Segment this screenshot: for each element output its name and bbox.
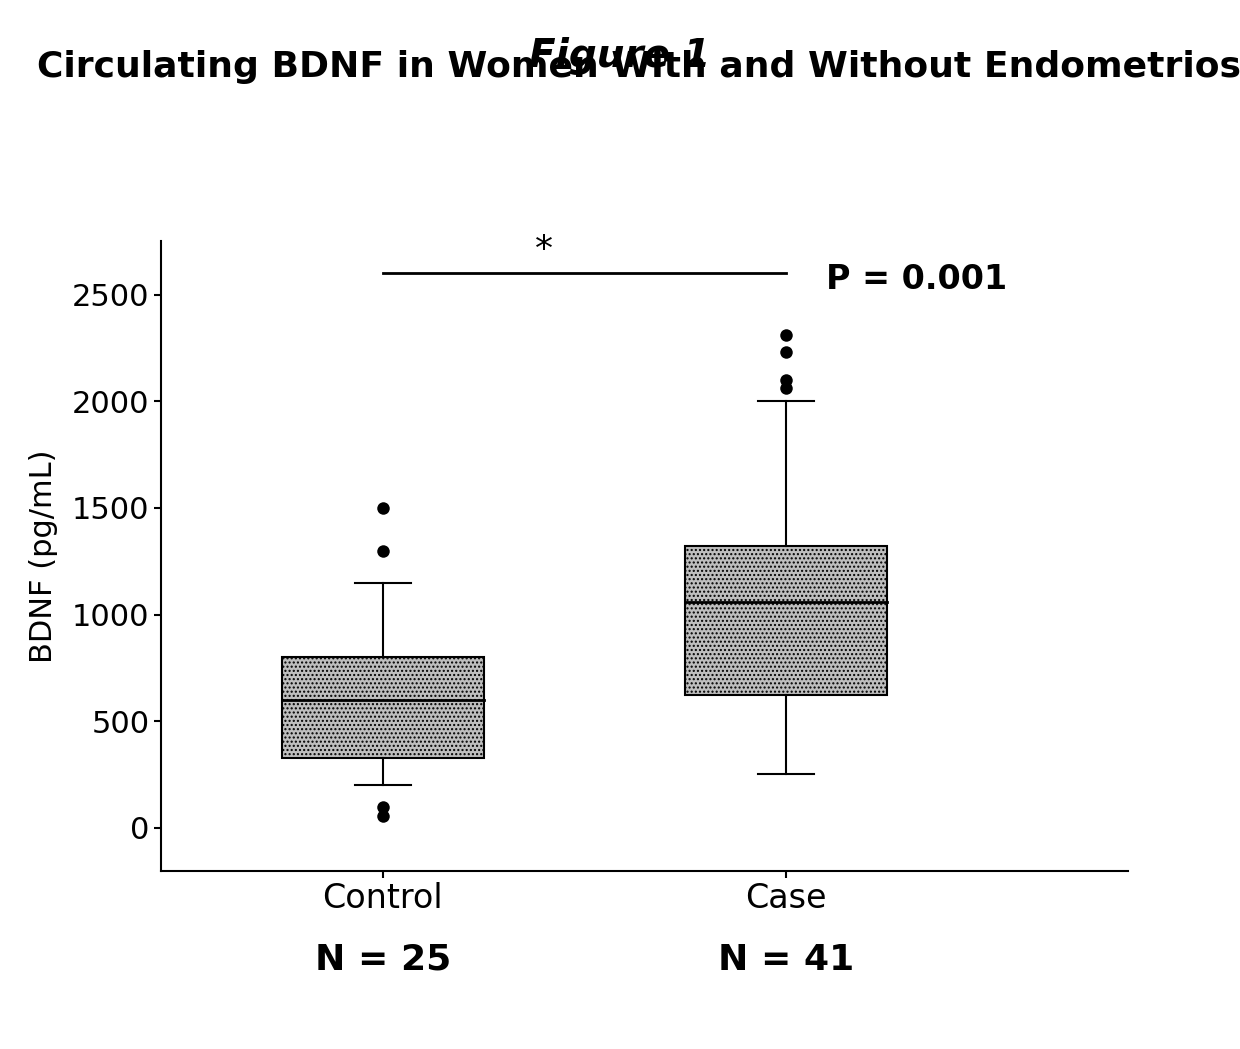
Text: N = 41: N = 41 (718, 943, 854, 977)
Text: Figure 1: Figure 1 (529, 37, 711, 74)
Text: *: * (534, 233, 553, 266)
Y-axis label: BDNF (pg/mL): BDNF (pg/mL) (29, 449, 58, 663)
Text: Circulating BDNF in Women With and Without Endometriosis: Circulating BDNF in Women With and Witho… (37, 50, 1240, 84)
Bar (686, 547, 887, 694)
Text: P = 0.001: P = 0.001 (826, 263, 1008, 296)
Text: N = 25: N = 25 (315, 943, 451, 977)
Bar (283, 658, 484, 757)
